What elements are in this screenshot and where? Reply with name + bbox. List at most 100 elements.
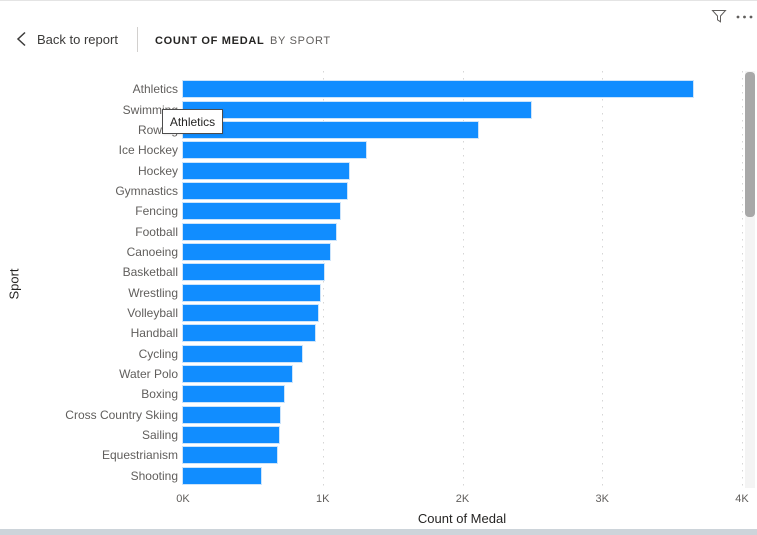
bar-track [183,384,742,404]
bar-cross-country-skiing[interactable] [183,406,281,423]
back-to-report-label: Back to report [37,31,118,47]
chart-row: Cross Country Skiing [0,405,742,425]
category-label: Hockey [137,163,178,178]
bar-track [183,425,742,445]
bar-hockey[interactable] [183,162,349,179]
category-label: Cycling [138,346,178,361]
category-label: Shooting [130,468,178,483]
chart-row: Fencing [0,201,742,221]
bar-track [183,242,742,262]
tooltip: Athletics [162,109,223,134]
tab-count-of-medal[interactable]: COUNT OF MEDAL [155,35,265,47]
category-label: Cross Country Skiing [65,407,178,422]
category-label: Boxing [141,387,178,402]
chart-row: Volleyball [0,303,742,323]
chart-row: Ice Hockey [0,140,742,160]
bar-volleyball[interactable] [183,304,318,321]
category-label: Ice Hockey [118,143,178,158]
chart-row: Cycling [0,343,742,363]
category-label: Canoeing [126,244,178,259]
category-label: Sailing [141,428,178,443]
chevron-left-icon [16,31,27,47]
back-to-report-button[interactable]: Back to report [16,31,118,47]
x-tick-label: 0K [176,493,190,505]
chart-rows: Athletics Swimming Rowing Ice Hockey Hockey G… [0,79,742,486]
bar-track [183,140,742,160]
bar-equestrianism[interactable] [183,447,278,464]
bar-track [183,262,742,282]
bar-track [183,201,742,221]
chart-row: Shooting [0,466,742,486]
category-label: Athletics [132,82,178,97]
bar-wrestling[interactable] [183,284,320,301]
scrollbar-track[interactable] [745,71,755,488]
bar-track [183,160,742,180]
x-tick-label: 3K [595,493,609,505]
chart-row: Athletics [0,79,742,99]
category-label: Volleyball [127,305,178,320]
chart-row: Handball [0,323,742,343]
bar-track [183,466,742,486]
bar-gymnastics[interactable] [183,182,347,199]
bar-track [183,323,742,343]
category-label: Equestrianism [101,448,178,463]
chart-row: Swimming [0,99,742,119]
bar-athletics[interactable] [183,81,694,98]
gridline [742,71,743,491]
category-label: Swimming [122,102,178,117]
filter-icon[interactable] [710,7,728,30]
bar-track [183,221,742,241]
bar-track [183,120,742,140]
chart-row: Football [0,221,742,241]
category-label: Rowing [137,122,178,137]
category-label: Basketball [122,265,178,280]
category-label: Water Polo [119,366,178,381]
bar-track [183,181,742,201]
bar-swimming[interactable] [183,101,531,118]
chart-row: Basketball [0,262,742,282]
bar-track [183,445,742,465]
bar-cycling[interactable] [183,345,303,362]
bar-boxing[interactable] [183,386,284,403]
x-tick-label: 4K [735,493,749,505]
bar-track [183,405,742,425]
bar-track [183,343,742,363]
chart-row: Sailing [0,425,742,445]
bar-track [183,79,742,99]
category-label: Wrestling [128,285,178,300]
chart-row: Boxing [0,384,742,404]
more-options-icon[interactable] [735,9,755,28]
chart-row: Rowing [0,120,742,140]
x-tick-label: 2K [455,493,470,505]
category-label: Handball [130,326,178,341]
chart-row: Equestrianism [0,445,742,465]
chart-row: Wrestling [0,282,742,302]
bar-track [183,282,742,302]
scrollbar-thumb[interactable] [745,72,755,217]
bar-handball[interactable] [183,325,316,342]
bar-football[interactable] [183,223,337,240]
category-label: Fencing [135,204,178,219]
chart-row: Canoeing [0,242,742,262]
tab-by-sport[interactable]: BY SPORT [270,35,331,47]
bar-sailing[interactable] [183,427,280,444]
header-divider [137,27,138,52]
bar-track [183,303,742,323]
chart-row: Hockey [0,160,742,180]
category-label: Gymnastics [115,183,178,198]
bar-rowing[interactable] [183,121,478,138]
x-tick-label: 1K [316,493,330,505]
bar-ice-hockey[interactable] [183,142,367,159]
bar-water-polo[interactable] [183,365,292,382]
chart-row: Gymnastics [0,181,742,201]
bar-track [183,99,742,119]
bar-canoeing[interactable] [183,243,330,260]
bar-fencing[interactable] [183,203,340,220]
x-axis-ticks: 0K 1K 2K 3K 4K [176,493,748,507]
bar-basketball[interactable] [183,264,325,281]
bar-track [183,364,742,384]
category-label: Football [135,224,178,239]
chart-row: Water Polo [0,364,742,384]
bar-shooting[interactable] [183,467,261,484]
